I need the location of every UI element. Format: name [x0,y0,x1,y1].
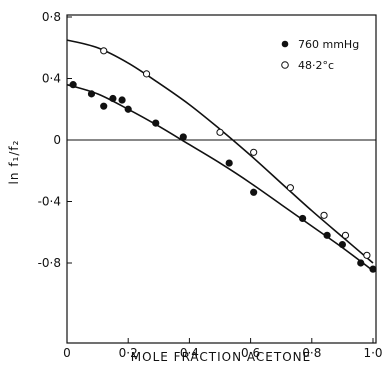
data-point-series-1 [324,232,330,238]
data-point-series-1 [358,260,364,266]
data-point-series-2 [287,185,293,191]
y-axis-title: ln f₁/f₂ [7,140,21,185]
data-point-series-1 [180,134,186,140]
data-point-series-2 [143,71,149,77]
data-point-series-1 [339,241,345,247]
data-point-series-2 [217,129,223,135]
data-point-series-1 [226,160,232,166]
x-tick-label: 1·0 [363,346,382,360]
y-tick-label: 0·4 [42,72,61,86]
data-point-series-1 [125,106,131,112]
legend-marker-filled [282,41,289,48]
fit-curve-series-2 [67,40,373,263]
data-point-series-1 [300,215,306,221]
fit-curve-series-1 [67,85,373,271]
data-point-series-1 [251,189,257,195]
y-tick-label: -0·8 [38,256,61,270]
data-point-series-1 [370,266,376,272]
data-point-series-1 [70,82,76,88]
data-point-series-2 [321,212,327,218]
data-point-series-1 [88,91,94,97]
data-point-series-1 [110,95,116,101]
data-point-series-1 [101,103,107,109]
data-point-series-1 [119,97,125,103]
data-point-series-1 [153,120,159,126]
legend-marker-open [282,62,289,69]
y-tick-label: -0·4 [38,195,61,209]
data-point-series-2 [342,232,348,238]
legend-label-series-2: 48·2°c [298,59,334,72]
y-tick-label: 0 [53,133,61,147]
x-tick-label: 0 [63,346,71,360]
data-point-series-2 [364,252,370,258]
x-axis-title: MOLE FRACTION ACETONE [131,350,311,364]
legend-label-series-1: 760 mmHg [298,38,359,51]
data-point-series-2 [101,48,107,54]
y-tick-label: 0·8 [42,10,61,24]
data-point-series-2 [251,149,257,155]
legend: 760 mmHg 48·2°c [282,38,359,72]
